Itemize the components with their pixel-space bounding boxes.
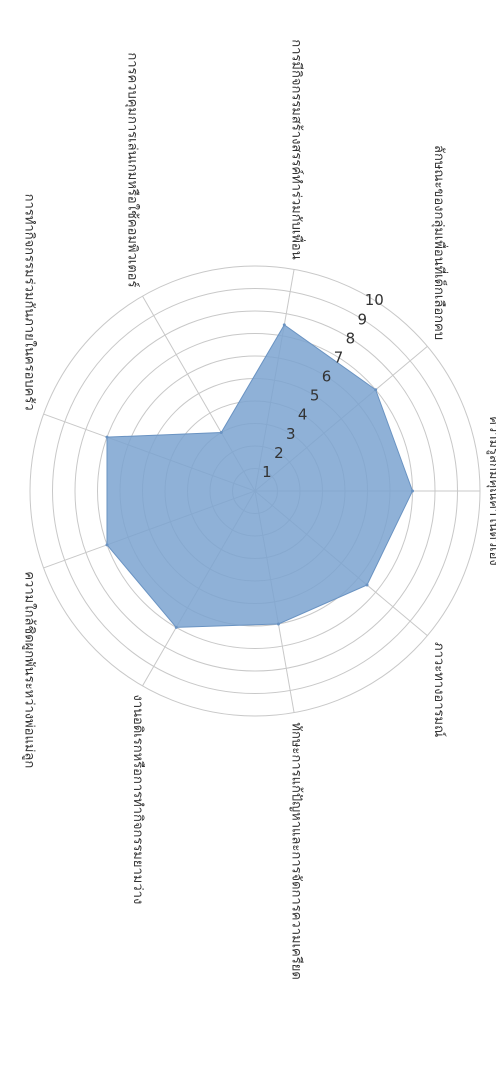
category-label-5: ความใกล้ชิดผูกพันระหว่างพ่อแม่ลูก <box>21 571 37 768</box>
radar-points <box>105 323 414 629</box>
tick-label-10: 10 <box>365 291 384 309</box>
category-label-8: การมีกิจกรรมสร้างสรรค์ทำร่วมกับเพื่อน <box>288 39 305 259</box>
category-label-1: ความรู้สึกมีคุณค่าในตัวเอง <box>486 416 496 566</box>
tick-label-1: 1 <box>262 463 272 481</box>
data-point-8 <box>282 323 286 327</box>
tick-label-7: 7 <box>334 348 344 366</box>
data-point-9 <box>374 388 378 392</box>
data-point-7 <box>219 431 223 435</box>
category-label-4: งานอดิเรกหรือการทำกิจกรรมยามว่าง <box>130 695 146 905</box>
category-label-2: ภาวะทางอารมณ์ <box>431 642 447 737</box>
data-point-6 <box>105 435 109 439</box>
category-labels: ความรู้สึกมีคุณค่าในตัวเองภาวะทางอารมณ์ท… <box>21 39 496 980</box>
tick-label-4: 4 <box>298 406 308 424</box>
category-label-3: ทักษะการแก้ปัญหาและการจัดการความเครียด <box>288 722 304 979</box>
category-label-6: การทำกิจกรรมร่วมกันภายในครอบครัว <box>21 194 37 411</box>
category-label-9: ลักษณะของกลุ่มเพื่อนที่เด็กเลือกคบ <box>431 145 449 340</box>
tick-label-3: 3 <box>286 425 296 443</box>
data-point-3 <box>276 622 280 626</box>
tick-label-9: 9 <box>358 310 368 328</box>
tick-label-8: 8 <box>346 329 356 347</box>
radar-series-area <box>106 324 414 628</box>
tick-label-2: 2 <box>274 444 284 462</box>
data-point-1 <box>411 489 414 493</box>
tick-label-5: 5 <box>310 387 320 405</box>
data-point-2 <box>365 583 369 587</box>
tick-label-6: 6 <box>322 368 332 386</box>
category-label-7: การควบคุมการเล่นเกมหรือใช้คอมพิวเตอร์ <box>125 52 141 287</box>
data-point-5 <box>105 543 109 547</box>
data-point-4 <box>174 625 178 629</box>
